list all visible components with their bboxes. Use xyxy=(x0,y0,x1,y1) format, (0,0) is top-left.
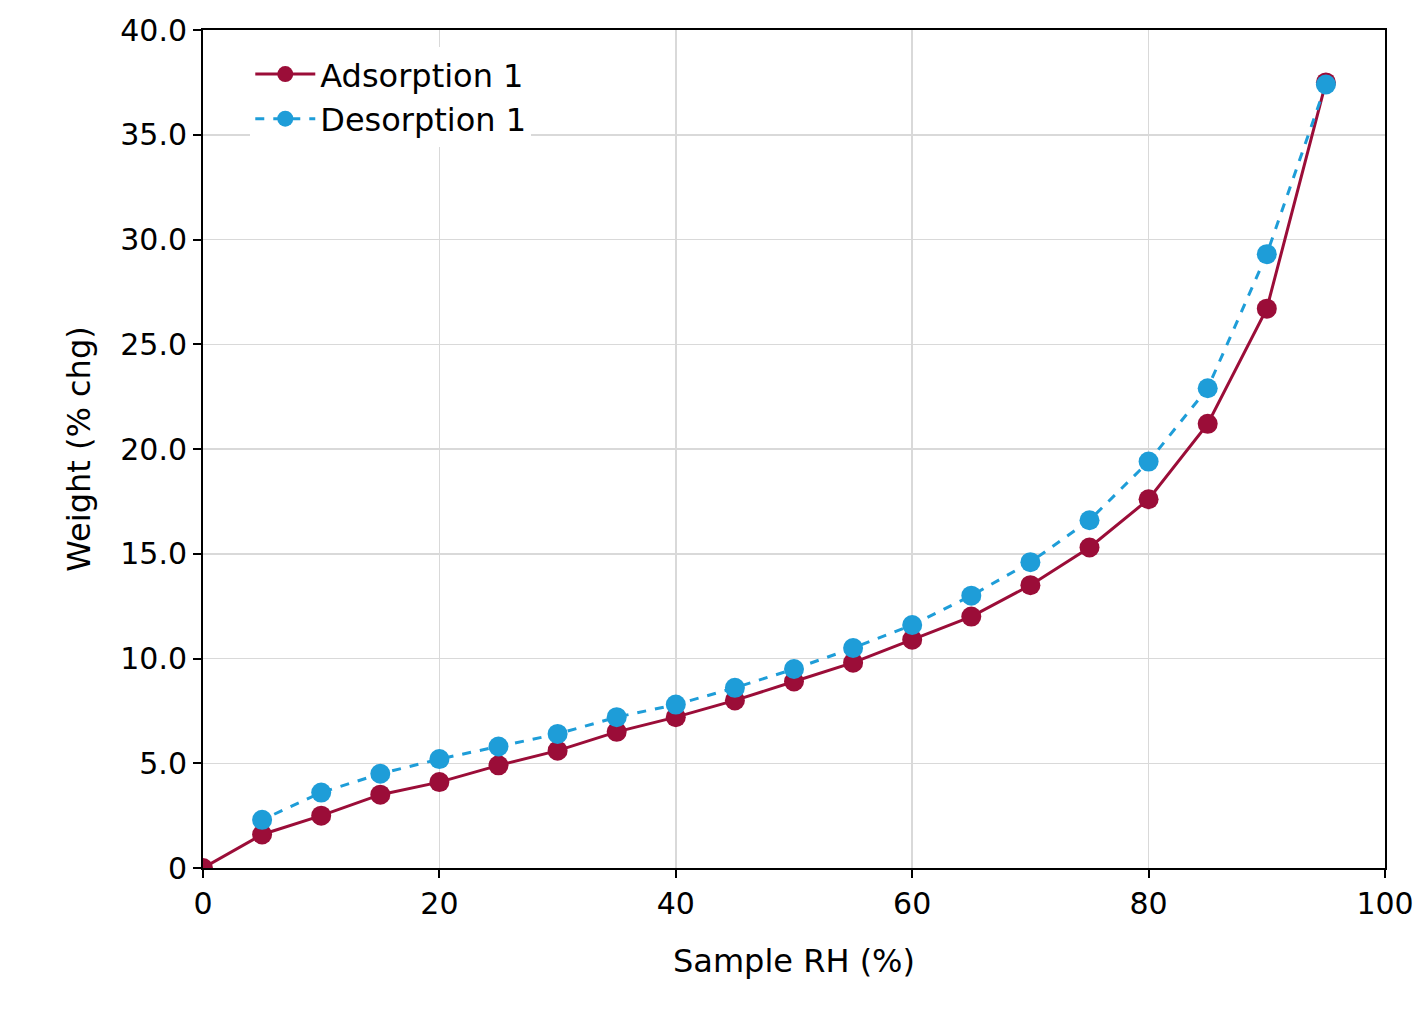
svg-text:5.0: 5.0 xyxy=(139,746,187,781)
svg-text:Sample RH (%): Sample RH (%) xyxy=(673,942,915,980)
svg-text:35.0: 35.0 xyxy=(120,117,187,152)
svg-text:100: 100 xyxy=(1356,886,1413,921)
svg-text:Desorption 1: Desorption 1 xyxy=(320,101,526,139)
svg-text:80: 80 xyxy=(1130,886,1168,921)
svg-text:0: 0 xyxy=(193,886,212,921)
svg-text:25.0: 25.0 xyxy=(120,327,187,362)
svg-text:15.0: 15.0 xyxy=(120,536,187,571)
svg-text:40: 40 xyxy=(657,886,695,921)
svg-text:20: 20 xyxy=(420,886,458,921)
svg-text:40.0: 40.0 xyxy=(120,13,187,48)
svg-text:0: 0 xyxy=(168,851,187,886)
svg-text:Weight (% chg): Weight (% chg) xyxy=(60,326,98,571)
svg-text:30.0: 30.0 xyxy=(120,222,187,257)
svg-text:Adsorption 1: Adsorption 1 xyxy=(320,57,523,95)
svg-text:20.0: 20.0 xyxy=(120,432,187,467)
svg-text:60: 60 xyxy=(893,886,931,921)
svg-text:10.0: 10.0 xyxy=(120,641,187,676)
